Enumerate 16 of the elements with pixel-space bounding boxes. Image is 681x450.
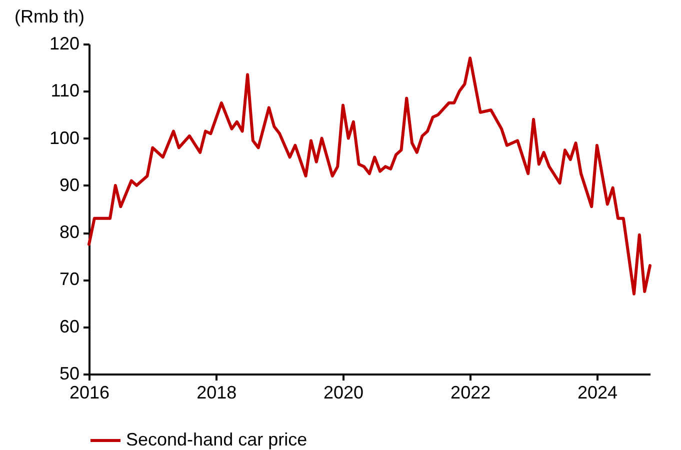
x-tick-label: 2024 xyxy=(577,382,618,402)
y-tick-label: 60 xyxy=(59,316,80,336)
y-tick-label: 50 xyxy=(59,364,80,384)
x-tick-label: 2020 xyxy=(323,382,364,402)
y-tick-label: 90 xyxy=(59,174,80,195)
x-tick-label: 2016 xyxy=(69,382,110,402)
y-axis-title: (Rmb th) xyxy=(14,6,85,26)
y-tick-label: 80 xyxy=(59,222,80,242)
y-tick-label: 70 xyxy=(59,269,80,290)
y-tick-label: 110 xyxy=(50,80,80,101)
legend-label: Second-hand car price xyxy=(126,430,308,450)
x-tick-label: 2018 xyxy=(196,382,237,402)
y-tick-label: 120 xyxy=(49,34,80,54)
line-series xyxy=(88,56,652,296)
x-tick-label: 2022 xyxy=(450,382,491,402)
y-tick-label: 100 xyxy=(49,128,80,148)
